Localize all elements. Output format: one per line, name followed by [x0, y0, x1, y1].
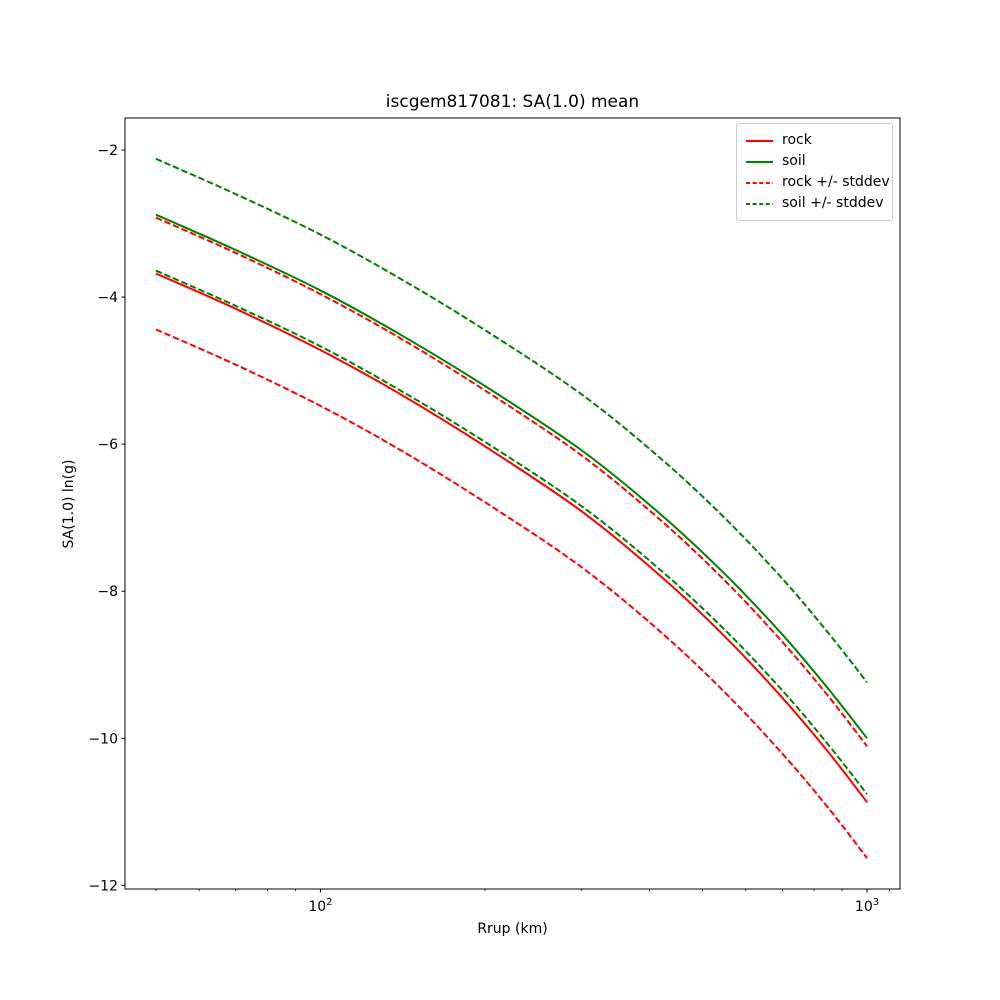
curve-soil-stddev: [155, 269, 868, 795]
legend-line-sample: [746, 160, 773, 163]
x-tick-label: 103: [855, 897, 879, 915]
legend-item-soil: soil: [746, 151, 884, 172]
y-tick-label: −8: [97, 584, 118, 600]
legend-label: rock +/- stddev: [782, 174, 890, 190]
y-tick-label: −12: [88, 878, 118, 894]
x-axis-label: Rrup (km): [477, 921, 548, 937]
legend-dashed-line-sample: [746, 202, 773, 205]
legend: rock soil rock +/- stddev soil +/- stddev: [736, 123, 893, 221]
curve-soil: [155, 213, 868, 739]
curve-soil-stddev: [155, 157, 868, 683]
y-tick-label: −4: [97, 290, 118, 306]
y-axis-label: SA(1.0) ln(g): [61, 459, 77, 549]
curve-rock-stddev: [155, 216, 868, 747]
curve-rock: [155, 272, 868, 803]
chart-title: iscgem817081: SA(1.0) mean: [385, 92, 640, 112]
legend-label: soil: [782, 153, 806, 169]
legend-line-sample: [746, 139, 773, 142]
y-tick-label: −10: [88, 731, 118, 747]
legend-item-rock: rock: [746, 130, 884, 151]
y-tick-label: −2: [97, 143, 118, 159]
legend-dashed-line-sample: [746, 181, 773, 184]
x-tick-label: 102: [308, 897, 332, 915]
y-tick-label: −6: [97, 437, 118, 453]
legend-item-rock-stddev: rock +/- stddev: [746, 172, 890, 193]
legend-label: rock: [782, 132, 812, 148]
axes-spines: [124, 117, 901, 890]
curve-rock-stddev: [155, 328, 868, 859]
legend-label: soil +/- stddev: [782, 195, 884, 211]
legend-item-soil-stddev: soil +/- stddev: [746, 193, 884, 214]
